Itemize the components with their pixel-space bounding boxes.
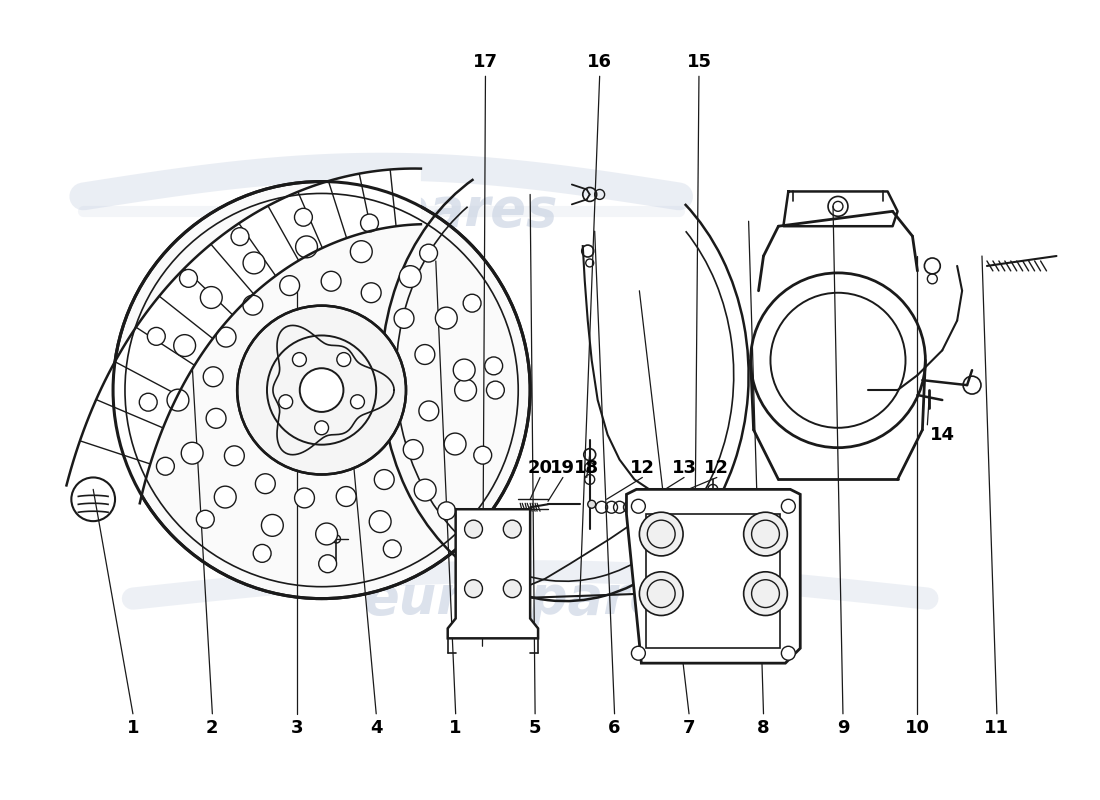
Circle shape (321, 271, 341, 291)
Circle shape (504, 580, 521, 598)
Text: 18: 18 (574, 458, 600, 477)
Circle shape (231, 228, 249, 246)
Circle shape (474, 446, 492, 464)
Circle shape (436, 307, 458, 329)
Circle shape (243, 295, 263, 315)
Circle shape (295, 208, 312, 226)
Text: 13: 13 (672, 458, 696, 477)
Circle shape (631, 646, 646, 660)
Circle shape (744, 512, 788, 556)
Circle shape (253, 545, 271, 562)
Text: 11: 11 (984, 718, 1010, 737)
Text: 14: 14 (930, 426, 955, 444)
Circle shape (419, 401, 439, 421)
Circle shape (147, 327, 165, 346)
Circle shape (319, 555, 337, 573)
Text: 1: 1 (450, 718, 462, 737)
Circle shape (216, 327, 236, 347)
Circle shape (361, 214, 378, 232)
Text: 17: 17 (473, 54, 498, 71)
Circle shape (174, 334, 196, 357)
Circle shape (262, 514, 284, 536)
Circle shape (167, 389, 189, 411)
Circle shape (296, 236, 318, 258)
Text: 19: 19 (550, 458, 575, 477)
Circle shape (337, 353, 351, 366)
Circle shape (454, 379, 476, 401)
Circle shape (383, 540, 402, 558)
Circle shape (639, 572, 683, 615)
Circle shape (293, 353, 307, 366)
Circle shape (438, 502, 455, 520)
Circle shape (631, 499, 646, 514)
Text: 9: 9 (837, 718, 849, 737)
Circle shape (394, 309, 414, 328)
Circle shape (255, 474, 275, 494)
Circle shape (351, 394, 364, 409)
Circle shape (464, 580, 483, 598)
Text: 8: 8 (757, 718, 770, 737)
Circle shape (486, 381, 504, 399)
Circle shape (415, 479, 436, 501)
Text: 2: 2 (206, 718, 219, 737)
Text: 6: 6 (608, 718, 620, 737)
Circle shape (140, 394, 157, 411)
Circle shape (156, 458, 174, 475)
Circle shape (197, 510, 215, 528)
Circle shape (781, 646, 795, 660)
Text: 1: 1 (126, 718, 140, 737)
Circle shape (351, 241, 372, 262)
Circle shape (182, 442, 204, 464)
Circle shape (224, 446, 244, 466)
Circle shape (587, 500, 596, 508)
Circle shape (278, 394, 293, 409)
Circle shape (179, 270, 197, 287)
Text: 12: 12 (704, 458, 729, 477)
Circle shape (420, 244, 438, 262)
Circle shape (295, 488, 315, 508)
Circle shape (744, 572, 788, 615)
Text: 7: 7 (683, 718, 695, 737)
Polygon shape (627, 490, 801, 663)
Circle shape (370, 510, 392, 533)
Circle shape (299, 368, 343, 412)
Polygon shape (66, 169, 421, 503)
Circle shape (315, 421, 329, 434)
Text: 16: 16 (587, 54, 613, 71)
Circle shape (444, 433, 466, 455)
Circle shape (399, 266, 421, 287)
Circle shape (214, 486, 236, 508)
Circle shape (504, 520, 521, 538)
Circle shape (639, 512, 683, 556)
Text: 5: 5 (529, 718, 541, 737)
Circle shape (238, 306, 406, 474)
Text: 12: 12 (630, 458, 654, 477)
Text: 4: 4 (370, 718, 383, 737)
Circle shape (361, 283, 381, 302)
Text: 15: 15 (686, 54, 712, 71)
Circle shape (485, 357, 503, 375)
Circle shape (415, 345, 434, 365)
Circle shape (200, 286, 222, 309)
Circle shape (113, 182, 530, 598)
Circle shape (781, 499, 795, 514)
Circle shape (404, 440, 424, 459)
Circle shape (204, 367, 223, 386)
Circle shape (337, 486, 356, 506)
Circle shape (463, 294, 481, 312)
Text: 10: 10 (905, 718, 930, 737)
Text: eurospares: eurospares (224, 186, 558, 238)
Circle shape (453, 359, 475, 381)
Circle shape (206, 409, 225, 428)
Polygon shape (448, 510, 538, 638)
Circle shape (374, 470, 394, 490)
Text: eurospares: eurospares (363, 573, 696, 625)
Text: 3: 3 (290, 718, 303, 737)
Bar (647, 514, 780, 648)
Circle shape (316, 523, 338, 545)
Circle shape (279, 276, 299, 295)
Text: 20: 20 (528, 458, 552, 477)
Circle shape (464, 520, 483, 538)
Circle shape (243, 252, 265, 274)
